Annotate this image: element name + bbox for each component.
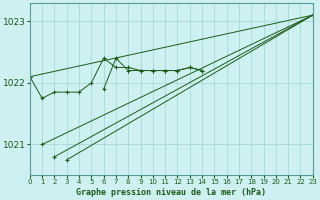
X-axis label: Graphe pression niveau de la mer (hPa): Graphe pression niveau de la mer (hPa) <box>76 188 266 197</box>
